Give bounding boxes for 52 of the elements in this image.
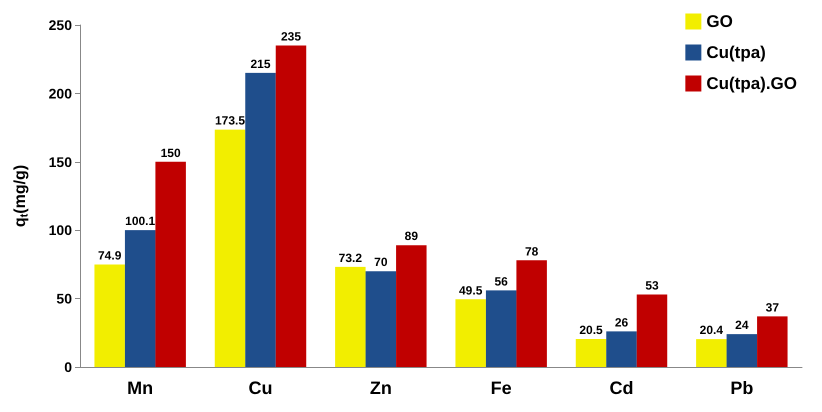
data-label: 235 [280, 30, 302, 44]
data-label: 37 [766, 300, 780, 314]
x-tick-label: Pb [730, 378, 754, 398]
y-tick-label: 0 [64, 359, 72, 375]
data-label: 100.1 [125, 214, 156, 228]
data-label: 26 [614, 315, 628, 330]
data-label: 70 [374, 255, 388, 270]
bar [606, 331, 637, 367]
bar [576, 338, 606, 367]
data-label: 53 [645, 278, 659, 292]
x-tick-label: Zn [370, 378, 392, 398]
bar [335, 266, 366, 367]
legend-label: GO [706, 12, 733, 31]
bar [366, 271, 396, 367]
bar [155, 162, 186, 367]
bar [486, 290, 516, 367]
bar [245, 72, 276, 367]
data-label: 49.5 [459, 283, 483, 298]
bar [214, 130, 246, 367]
bar [396, 245, 427, 367]
x-tick-label: Fe [490, 378, 512, 398]
data-label: 74.9 [98, 248, 122, 263]
x-tick-label: Cu [248, 378, 272, 398]
data-label: 173.5 [215, 114, 246, 128]
x-tick-label: Cd [610, 378, 634, 398]
y-tick-label: 50 [56, 290, 72, 307]
data-label: 20.4 [700, 323, 724, 338]
data-label: 215 [250, 56, 271, 71]
data-label: 73.2 [338, 250, 362, 265]
bar [696, 339, 727, 367]
y-tick-label: 100 [48, 222, 72, 238]
data-label: 56 [494, 274, 508, 288]
bar [636, 294, 668, 367]
bar [516, 260, 547, 367]
legend-label: Cu(tpa) [706, 43, 766, 62]
x-tick-label: Mn [127, 378, 154, 398]
data-label: 24 [735, 318, 749, 332]
bar [94, 264, 125, 367]
data-label: 20.5 [579, 322, 604, 337]
y-tick-label: 200 [48, 85, 72, 102]
data-label: 150 [160, 146, 181, 160]
y-tick-label: 250 [48, 17, 72, 33]
bar [276, 46, 306, 367]
bar [757, 316, 788, 367]
bar [455, 299, 486, 367]
y-tick-label: 150 [48, 154, 72, 170]
bar [726, 334, 758, 367]
data-label: 89 [404, 229, 418, 244]
bar [124, 230, 156, 367]
legend-label: Cu(tpa).GO [706, 74, 798, 93]
data-label: 78 [524, 244, 539, 258]
y-axis-title: qt(mg/g) [12, 164, 30, 228]
